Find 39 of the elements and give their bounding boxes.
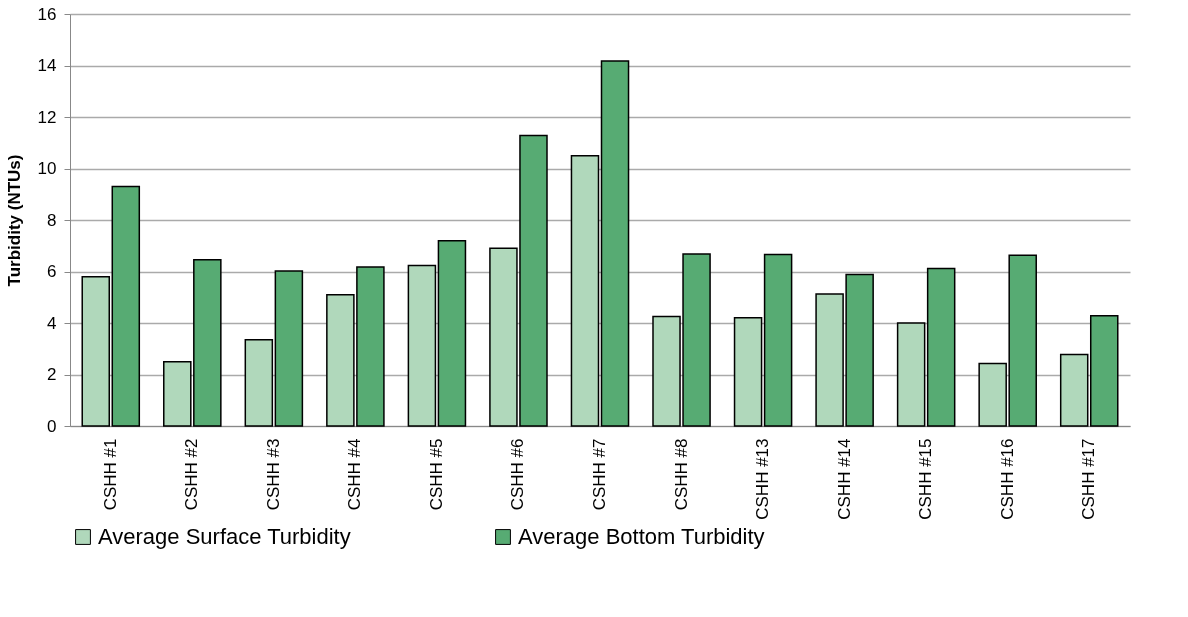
x-tick-label: CSHH #8	[671, 438, 691, 511]
x-tick-label: CSHH #7	[590, 438, 609, 511]
bar	[407, 264, 437, 427]
y-tick-label: 14	[37, 56, 57, 75]
bar	[81, 275, 111, 427]
x-tick-label: CSHH #2	[182, 438, 202, 511]
x-tick-label: CSHH #4	[345, 438, 365, 511]
x-tick-label: CSHH #1	[100, 438, 120, 511]
x-tick-label: CSHH #15	[916, 438, 936, 520]
bar	[733, 317, 763, 427]
y-tick-label: 6	[47, 262, 57, 281]
bar	[763, 253, 793, 427]
y-tick-label: 10	[37, 159, 57, 178]
bar	[926, 267, 956, 427]
x-tick-label: CSHH #3	[263, 438, 283, 511]
y-tick-label: 12	[37, 107, 57, 127]
y-tick-label: 4	[47, 313, 57, 333]
legend-label: Average Bottom Turbidity	[518, 524, 765, 549]
y-tick-label: 16	[37, 4, 57, 24]
bar	[1059, 353, 1089, 427]
y-axis-title: Turbidity (NTUs)	[4, 154, 24, 287]
x-tick-label: CSHH #6	[508, 438, 528, 511]
bar	[274, 270, 304, 427]
y-tick-label: 8	[47, 210, 57, 230]
bar	[600, 60, 630, 427]
bar	[896, 322, 926, 427]
x-tick-label: CSHH #16	[997, 438, 1017, 520]
y-tick-label: 0	[47, 416, 57, 436]
x-tick-label: CSHH #17	[1079, 438, 1099, 520]
x-tick-label: CSHH #14	[834, 438, 854, 520]
legend-label: Average Surface Turbidity	[98, 524, 351, 549]
bar	[111, 185, 141, 427]
x-tick-label: CSHH #5	[426, 438, 446, 511]
x-tick-label: CSHH #13	[753, 438, 773, 520]
bar	[437, 240, 467, 427]
bar	[570, 154, 600, 427]
bar	[244, 338, 274, 427]
y-tick-label: 2	[47, 365, 57, 384]
bar	[1089, 315, 1119, 427]
